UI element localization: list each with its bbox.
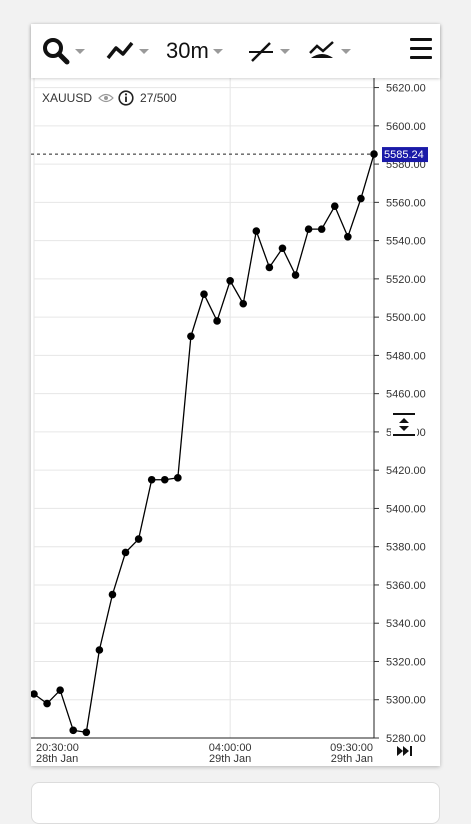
- x-tick-time: 20:30:00: [36, 742, 79, 754]
- line-chart-icon: [106, 41, 134, 60]
- data-point[interactable]: [82, 728, 91, 737]
- data-point[interactable]: [121, 548, 130, 557]
- x-tick-date: 29th Jan: [209, 753, 251, 765]
- y-tick-label: 5380.00: [386, 542, 426, 554]
- chevron-down-icon: [212, 48, 223, 54]
- chevron-down-icon: [139, 48, 149, 54]
- x-tick-date: 29th Jan: [331, 753, 373, 765]
- data-point[interactable]: [278, 244, 287, 253]
- data-point[interactable]: [147, 475, 156, 484]
- data-point[interactable]: [160, 475, 169, 484]
- scale-toggle-button[interactable]: [391, 411, 417, 439]
- y-tick-label: 5600.00: [386, 121, 426, 133]
- price-chart[interactable]: 5620.00 5600.00 5580.00 5560.00 5540.00 5520.…: [31, 78, 440, 766]
- data-point[interactable]: [134, 535, 143, 543]
- data-points: [31, 150, 378, 737]
- data-point[interactable]: [187, 332, 195, 341]
- chart-toolbar: 30m: [31, 24, 440, 78]
- interval-button[interactable]: 30m: [166, 34, 223, 68]
- data-point[interactable]: [252, 227, 261, 235]
- search-button[interactable]: [41, 34, 85, 68]
- x-tick-date: 28th Jan: [36, 753, 78, 765]
- data-point[interactable]: [344, 232, 352, 241]
- price-badge-bg: [382, 147, 428, 163]
- x-tick-time: 09:30:00: [330, 742, 373, 754]
- fast-forward-icon: [397, 746, 403, 756]
- y-tick-label: 5460.00: [386, 389, 426, 401]
- y-tick-label: 5500.00: [386, 312, 426, 324]
- data-point[interactable]: [31, 690, 38, 698]
- y-tick-label: 5620.00: [386, 83, 426, 95]
- data-point[interactable]: [357, 194, 365, 203]
- data-point[interactable]: [239, 299, 248, 308]
- data-point[interactable]: [200, 290, 208, 298]
- data-point[interactable]: [265, 263, 274, 272]
- chevron-down-icon: [341, 48, 351, 54]
- data-point[interactable]: [108, 590, 117, 599]
- menu-button[interactable]: [410, 38, 432, 60]
- data-point[interactable]: [317, 225, 326, 233]
- data-point[interactable]: [304, 225, 313, 233]
- data-point[interactable]: [226, 276, 234, 285]
- data-point[interactable]: [370, 150, 378, 158]
- data-point[interactable]: [291, 271, 300, 279]
- interval-label: 30m: [166, 38, 209, 63]
- data-point[interactable]: [174, 474, 182, 482]
- bottom-panel: [31, 782, 440, 824]
- indicator-count: 27/500: [140, 91, 177, 105]
- y-tick-label: 5400.00: [386, 503, 426, 515]
- data-point[interactable]: [213, 317, 221, 325]
- symbol-info: XAUUSD 27/500: [42, 90, 177, 106]
- drawing-line-icon: [249, 42, 273, 62]
- eye-icon[interactable]: [98, 93, 114, 103]
- y-tick-label: 5320.00: [386, 656, 426, 668]
- data-point[interactable]: [330, 202, 339, 210]
- y-tick-label: 5580.00: [386, 159, 426, 171]
- y-tick-label: 5360.00: [386, 580, 426, 592]
- data-point[interactable]: [56, 686, 64, 694]
- data-point[interactable]: [95, 646, 104, 654]
- symbol-name: XAUUSD: [42, 91, 93, 105]
- y-tick-label: 5420.00: [386, 465, 426, 477]
- search-icon: [43, 38, 70, 65]
- y-tick-label: 5560.00: [386, 197, 426, 209]
- data-point[interactable]: [43, 699, 51, 708]
- indicators-button[interactable]: [307, 34, 351, 68]
- scale-toggle-icon: [399, 418, 409, 423]
- data-point[interactable]: [69, 726, 78, 735]
- y-tick-label: 5540.00: [386, 236, 426, 248]
- drawing-tools-button[interactable]: [246, 34, 290, 68]
- price-badge: 5585.24: [382, 147, 428, 163]
- chart-type-button[interactable]: [105, 34, 149, 68]
- grid-lines: [33, 78, 375, 739]
- price-badge-label: 5585.24: [384, 149, 424, 161]
- chart-card: 30m XAUUSD: [31, 24, 440, 766]
- y-tick-label: 5340.00: [386, 618, 426, 630]
- x-tick-time: 04:00:00: [209, 742, 252, 754]
- y-tick-label: 5280.00: [386, 733, 426, 745]
- indicator-icon: [309, 41, 334, 58]
- menu-icon: [410, 38, 432, 41]
- info-icon[interactable]: [118, 90, 134, 106]
- y-tick-label: 5480.00: [386, 350, 426, 362]
- chevron-down-icon: [75, 48, 85, 54]
- scroll-to-latest-button[interactable]: [397, 746, 412, 756]
- chevron-down-icon: [280, 48, 290, 54]
- y-tick-label: 5520.00: [386, 274, 426, 286]
- y-tick-label: 5300.00: [386, 695, 426, 707]
